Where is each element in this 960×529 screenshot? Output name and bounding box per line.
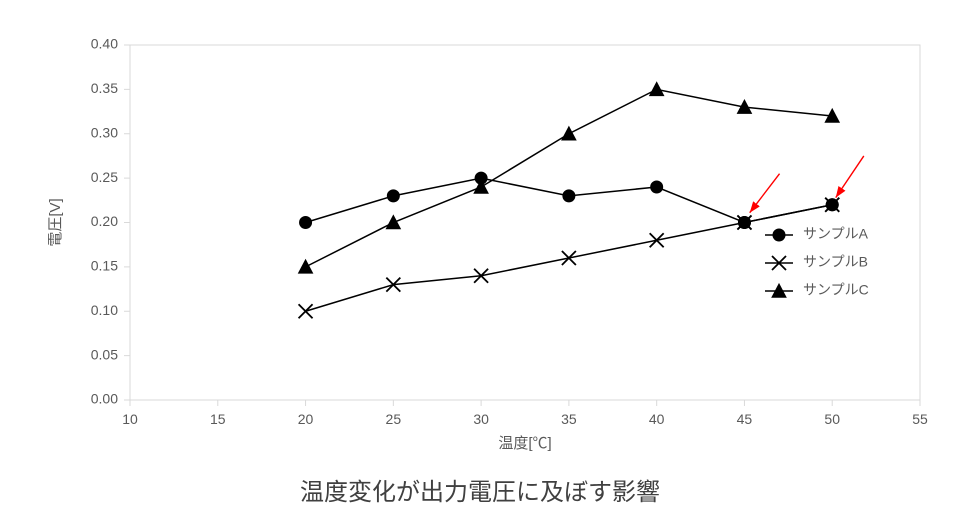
y-tick-label: 0.10	[91, 302, 118, 318]
marker-circle	[300, 217, 312, 229]
x-tick-label: 50	[824, 411, 840, 427]
marker-circle	[773, 229, 785, 241]
y-tick-label: 0.05	[91, 346, 118, 362]
x-tick-label: 30	[473, 411, 489, 427]
plot-area	[130, 45, 920, 400]
marker-circle	[563, 190, 575, 202]
y-tick-label: 0.15	[91, 258, 118, 274]
x-tick-label: 10	[122, 411, 138, 427]
legend-label: サンプルA	[803, 226, 869, 242]
x-tick-label: 40	[649, 411, 665, 427]
y-tick-label: 0.25	[91, 169, 118, 185]
x-tick-label: 35	[561, 411, 577, 427]
marker-circle	[387, 190, 399, 202]
marker-circle	[651, 181, 663, 193]
x-tick-label: 20	[298, 411, 314, 427]
legend-label: サンプルC	[803, 282, 869, 298]
x-tick-label: 25	[386, 411, 402, 427]
y-tick-label: 0.20	[91, 213, 118, 229]
x-axis-title: 温度[℃]	[498, 435, 551, 452]
y-tick-label: 0.40	[91, 36, 118, 52]
y-tick-label: 0.00	[91, 391, 118, 407]
line-chart: 0.00 0.05 0.10 0.15 0.20 0.25 0.30 0.35 0.40 10 15…	[0, 0, 960, 529]
y-tick-label: 0.35	[91, 80, 118, 96]
y-axis-title: 電圧[V]	[47, 198, 64, 246]
x-tick-label: 15	[210, 411, 226, 427]
legend-label: サンプルB	[803, 254, 868, 270]
y-tick-label: 0.30	[91, 124, 118, 140]
x-tick-label: 45	[737, 411, 753, 427]
x-tick-label: 55	[912, 411, 928, 427]
chart-caption: 温度変化が出力電圧に及ぼす影響	[0, 472, 960, 507]
chart-container: 0.00 0.05 0.10 0.15 0.20 0.25 0.30 0.35 0.40 10 15…	[0, 0, 960, 529]
